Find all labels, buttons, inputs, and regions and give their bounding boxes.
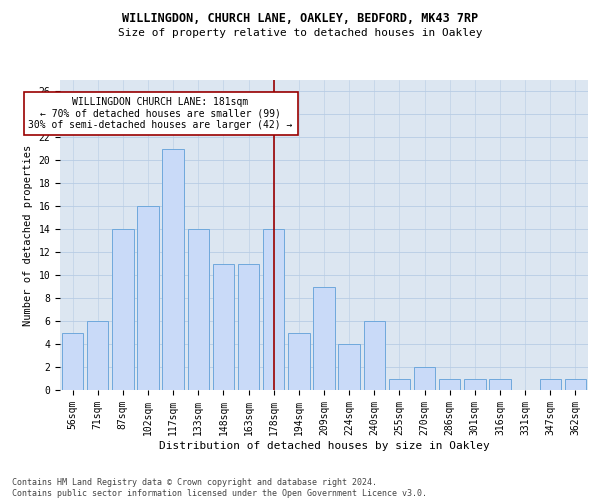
Bar — [112, 230, 134, 390]
Y-axis label: Number of detached properties: Number of detached properties — [23, 144, 33, 326]
Bar — [263, 230, 284, 390]
Bar — [490, 378, 511, 390]
Text: WILLINGDON CHURCH LANE: 181sqm
← 70% of detached houses are smaller (99)
30% of : WILLINGDON CHURCH LANE: 181sqm ← 70% of … — [28, 97, 293, 130]
Bar — [288, 332, 310, 390]
Text: Contains HM Land Registry data © Crown copyright and database right 2024.
Contai: Contains HM Land Registry data © Crown c… — [12, 478, 427, 498]
Bar — [87, 321, 109, 390]
Text: Size of property relative to detached houses in Oakley: Size of property relative to detached ho… — [118, 28, 482, 38]
Bar — [414, 367, 435, 390]
Text: WILLINGDON, CHURCH LANE, OAKLEY, BEDFORD, MK43 7RP: WILLINGDON, CHURCH LANE, OAKLEY, BEDFORD… — [122, 12, 478, 26]
Bar — [238, 264, 259, 390]
Bar — [389, 378, 410, 390]
Bar — [163, 149, 184, 390]
Bar — [213, 264, 234, 390]
Bar — [464, 378, 485, 390]
Bar — [188, 230, 209, 390]
Bar — [137, 206, 158, 390]
Bar — [565, 378, 586, 390]
Bar — [364, 321, 385, 390]
Bar — [313, 286, 335, 390]
X-axis label: Distribution of detached houses by size in Oakley: Distribution of detached houses by size … — [158, 440, 490, 450]
Bar — [62, 332, 83, 390]
Bar — [539, 378, 561, 390]
Bar — [338, 344, 360, 390]
Bar — [439, 378, 460, 390]
